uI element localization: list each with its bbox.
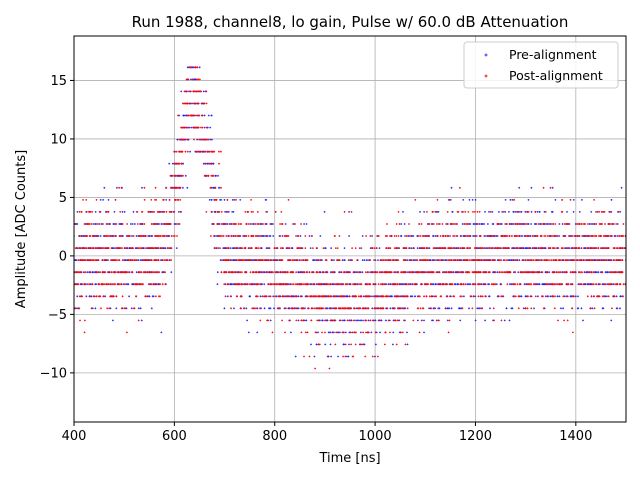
x-axis-label: Time [ns] xyxy=(318,451,380,466)
chart-title: Run 1988, channel8, lo gain, Pulse w/ 60… xyxy=(132,13,569,31)
grid-lines xyxy=(73,36,626,422)
y-tick-label: 15 xyxy=(50,74,67,89)
legend: Pre-alignment Post-alignment xyxy=(463,41,619,89)
x-tick-label: 1000 xyxy=(359,429,392,444)
series-post-alignment-points xyxy=(74,66,626,370)
axis-ticks: 400 600 800 1000 1200 1400 −10 −5 0 5 10 15 xyxy=(40,74,593,444)
y-tick-label: 5 xyxy=(59,191,67,206)
legend-label-pre-alignment: Pre-alignment xyxy=(509,47,597,62)
x-tick-label: 400 xyxy=(62,429,87,444)
data-points xyxy=(74,66,626,370)
y-tick-label: −10 xyxy=(40,366,67,381)
x-tick-label: 800 xyxy=(262,429,287,444)
plot-frame xyxy=(73,35,627,423)
legend-marker-post-alignment xyxy=(484,74,488,78)
y-tick-label: 10 xyxy=(50,132,67,147)
legend-marker-pre-alignment xyxy=(484,53,488,57)
y-axis-label: Amplitude [ADC Counts] xyxy=(14,150,29,308)
y-tick-label: 0 xyxy=(59,249,67,264)
legend-box xyxy=(463,41,619,89)
x-tick-label: 1400 xyxy=(559,429,592,444)
x-tick-label: 1200 xyxy=(459,429,492,444)
x-tick-label: 600 xyxy=(162,429,187,444)
legend-label-post-alignment: Post-alignment xyxy=(509,68,603,83)
y-tick-label: −5 xyxy=(48,308,67,323)
